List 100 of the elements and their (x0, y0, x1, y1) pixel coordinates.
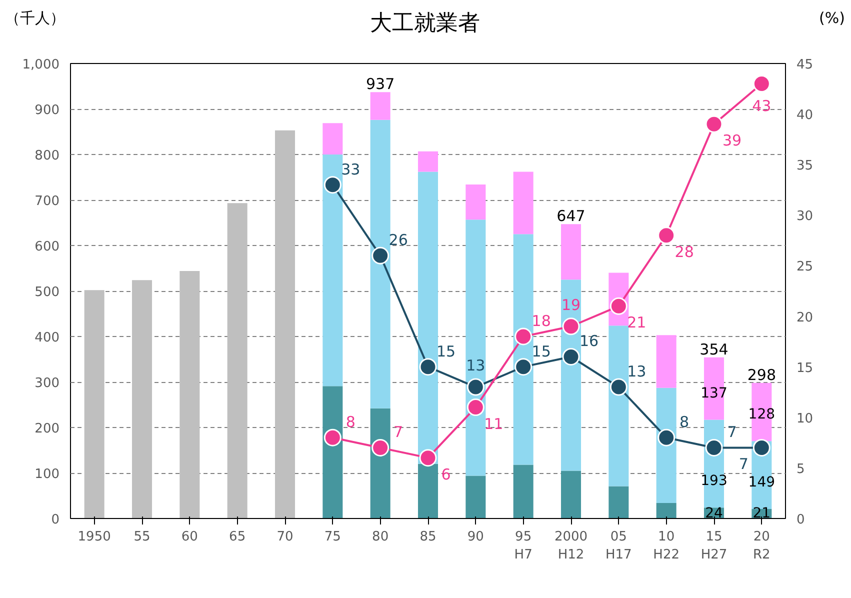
data-label: 7 (727, 423, 737, 442)
data-label: 149 (748, 474, 776, 490)
y-tick-label: 500 (34, 285, 60, 300)
data-label: 193 (700, 473, 728, 490)
data-label: 39 (722, 132, 742, 150)
bar (370, 120, 390, 408)
bar (418, 151, 438, 172)
point (705, 115, 723, 133)
bar (322, 154, 343, 386)
x-tick-label: 05 H17 (606, 530, 632, 562)
y2-tick-label: 0 (796, 512, 805, 528)
x-tick-label: 90 (467, 530, 484, 544)
point (372, 246, 390, 264)
y-tick-label: 200 (34, 422, 60, 436)
y-tick-label: 800 (34, 148, 60, 164)
y2-tick-label: 30 (796, 209, 814, 224)
bar (466, 184, 486, 220)
bar (227, 203, 248, 518)
point (419, 358, 437, 376)
point (514, 358, 532, 376)
x-tick-label: 70 (276, 530, 294, 544)
point (705, 438, 723, 456)
y-axis-title: （千人） (5, 8, 65, 29)
y2-axis-title: (%) (819, 8, 845, 29)
point (514, 328, 532, 346)
point (658, 428, 676, 446)
y-tick-label: 0 (51, 512, 60, 528)
y-tick-label: 400 (34, 330, 60, 346)
y2-tick-label: 40 (796, 108, 814, 124)
data-label: 7 (738, 455, 748, 474)
data-label: 16 (579, 332, 599, 350)
data-label: 21 (627, 314, 646, 332)
total-label: 937 (366, 75, 395, 94)
bar (132, 280, 152, 518)
point (658, 226, 676, 244)
data-label: 18 (532, 312, 551, 330)
point (562, 318, 580, 336)
bar (322, 386, 343, 518)
point (752, 74, 770, 92)
data-label: 15 (532, 342, 551, 360)
x-tick-label: 95 H7 (514, 530, 532, 562)
point (419, 449, 437, 467)
x-tick-label: 2000 H12 (554, 530, 588, 562)
data-label: 13 (466, 356, 486, 375)
y-tick-label: 1,000 (22, 58, 60, 72)
x-tick-label: 10 H22 (653, 530, 680, 562)
x-tick-label: 85 (420, 530, 436, 544)
x-tick-label: 15 H27 (700, 530, 728, 562)
x-tick-label: 75 (324, 530, 341, 544)
bar (418, 464, 438, 518)
data-label: 8 (346, 413, 356, 432)
bar (656, 503, 676, 518)
y-tick-label: 700 (34, 194, 60, 209)
y-tick-label: 100 (34, 467, 60, 482)
data-label: 128 (748, 406, 776, 423)
x-tick-label: 55 (134, 530, 150, 544)
data-label: 24 (705, 506, 723, 522)
y2-tick-label: 35 (796, 158, 814, 174)
data-label: 15 (436, 342, 456, 360)
point (466, 378, 484, 396)
x-tick-label: 65 (229, 530, 246, 544)
total-label: 647 (556, 207, 586, 226)
bar (84, 290, 104, 518)
point (466, 398, 484, 416)
bar (370, 92, 390, 120)
point (324, 176, 342, 194)
y2-tick-label: 45 (796, 58, 814, 72)
y2-tick-label: 10 (796, 411, 814, 426)
bar (418, 172, 438, 464)
point (372, 438, 390, 456)
bar (560, 470, 582, 518)
y2-tick-label: 25 (796, 260, 814, 275)
data-label: 8 (680, 413, 690, 432)
data-label: 28 (674, 242, 694, 261)
data-label: 21 (752, 506, 771, 522)
data-label: 13 (627, 362, 646, 381)
bar (466, 476, 486, 518)
total-label: 298 (747, 366, 776, 384)
data-label: 19 (561, 296, 581, 314)
x-tick-label: 1950 (78, 530, 111, 544)
data-label: 137 (700, 385, 728, 402)
data-label: 43 (752, 97, 772, 116)
bar (608, 326, 629, 486)
y2-tick-label: 20 (796, 310, 814, 326)
bar (513, 464, 534, 518)
x-tick-label: 80 (372, 530, 389, 544)
point (752, 438, 770, 456)
data-label: 7 (394, 423, 404, 442)
bar (608, 486, 629, 518)
y-tick-label: 600 (34, 240, 60, 254)
total-label: 354 (700, 340, 728, 358)
bar (704, 357, 724, 420)
bar (180, 270, 200, 518)
data-label: 26 (388, 231, 408, 250)
bar (752, 382, 772, 442)
y-tick-label: 300 (34, 376, 60, 391)
point (610, 378, 628, 396)
bar (322, 123, 343, 154)
y-tick-label: 900 (34, 103, 60, 118)
chart-title: 大工就業者 (370, 10, 480, 38)
